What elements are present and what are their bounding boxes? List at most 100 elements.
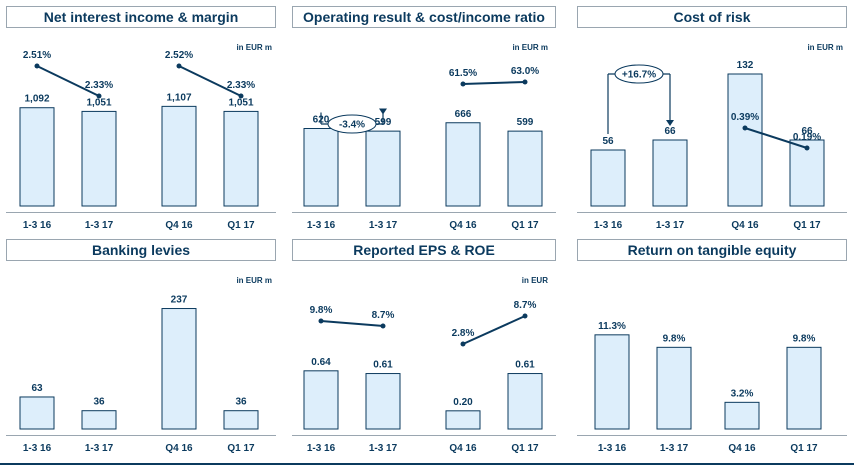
tick-label: 1-3 16: [23, 443, 52, 454]
bar: [303, 370, 339, 430]
tick-label: Q4 16: [165, 220, 193, 231]
series-label: 2.33%: [227, 80, 255, 91]
data-label: 666: [455, 109, 472, 120]
series-point: [96, 93, 102, 99]
panel-operating-result: Operating result & cost/income ratio in …: [292, 6, 556, 231]
data-label: 237: [171, 295, 188, 306]
bottom-rule: [0, 463, 854, 465]
series-label: 2.8%: [452, 328, 475, 339]
callout-arrow: [666, 120, 674, 126]
data-label: 11.3%: [598, 321, 626, 332]
data-label: 66: [801, 126, 813, 137]
callout-arrow: [379, 108, 387, 115]
panel-reported-eps: Reported EPS & ROE in EUR 0.64 1-3 16 0.61…: [292, 239, 556, 463]
bar: [161, 105, 197, 207]
bar: [19, 396, 55, 430]
chart-cost-of-risk: 56 1-3 16 66 1-3 17 +16.7% 132 Q4 16 66 Q1 17 0.3…: [590, 60, 825, 231]
series-point: [176, 63, 182, 69]
tick-label: Q1 17: [793, 220, 821, 231]
bar: [303, 128, 339, 207]
tick-label: Q4 16: [449, 220, 477, 231]
series-label: 8.7%: [514, 300, 537, 311]
tick-label: 1-3 16: [23, 220, 52, 231]
tick-label: 1-3 17: [85, 220, 114, 231]
tick-label: Q1 17: [790, 443, 818, 454]
bar: [19, 107, 55, 207]
bar: [81, 110, 117, 207]
bar: [445, 410, 481, 430]
change-bubble: [327, 114, 377, 134]
bar: [365, 130, 401, 207]
series-point: [460, 81, 466, 87]
chart-net-interest-income: 1,092 1-3 16 1,051 1-3 17 2.51% 2.33% 1,107 Q4 …: [19, 50, 259, 231]
data-label: 132: [737, 60, 754, 71]
tick-label: 1-3 17: [85, 443, 114, 454]
data-label: 1,107: [166, 92, 191, 103]
data-label: 0.61: [515, 360, 535, 371]
series-label: 61.5%: [449, 68, 477, 79]
series-line: [462, 81, 526, 85]
tick-label: 1-3 16: [307, 220, 336, 231]
data-label: 36: [93, 397, 105, 408]
data-label: 66: [664, 126, 676, 137]
tick-label: 1-3 17: [369, 443, 398, 454]
panel-title: Reported EPS & ROE: [292, 239, 556, 261]
series-label: 8.7%: [372, 310, 395, 321]
tick-label: Q1 17: [227, 443, 255, 454]
series-label: 9.8%: [310, 305, 333, 316]
panel-title: Return on tangible equity: [577, 239, 847, 261]
tick-label: Q4 16: [728, 443, 756, 454]
series-label: 2.51%: [23, 50, 51, 61]
tick-label: Q1 17: [227, 220, 255, 231]
chart-baseline: [577, 435, 847, 436]
series-point: [238, 93, 244, 99]
data-label: 63: [31, 383, 43, 394]
series-point: [34, 63, 40, 69]
chart-baseline: [6, 212, 276, 213]
series-point: [522, 79, 528, 85]
bar: [724, 401, 760, 430]
chart-banking-levies: 63 1-3 16 36 1-3 17 237 Q4 16 36 Q1 17: [19, 295, 259, 454]
data-label: 9.8%: [793, 333, 816, 344]
panel-cost-of-risk: Cost of risk in EUR m 56 1-3 16 66 1-3 17 +1…: [577, 6, 847, 231]
panel-banking-levies: Banking levies in EUR m 63 1-3 16 36 1-3 17…: [6, 239, 276, 463]
tick-label: 1-3 16: [307, 443, 336, 454]
series-point: [460, 341, 466, 347]
data-label: 3.2%: [731, 388, 754, 399]
tick-label: 1-3 17: [656, 220, 685, 231]
series-label: 2.52%: [165, 50, 193, 61]
tick-label: 1-3 16: [598, 443, 627, 454]
unit-label: in EUR: [521, 276, 548, 285]
bar: [445, 122, 481, 207]
panel-title: Banking levies: [6, 239, 276, 261]
data-label: 1,092: [24, 94, 49, 105]
panel-net-interest-income: Net interest income & margin in EUR m 1,…: [6, 6, 276, 231]
chart-baseline: [292, 212, 556, 213]
data-label: 0.61: [373, 360, 393, 371]
unit-label: in EUR m: [236, 276, 272, 285]
chart-reported-eps: 0.64 1-3 16 0.61 1-3 17 9.8% 8.7% 0.20 Q4 16 0.6…: [303, 300, 543, 454]
bar: [656, 346, 692, 430]
unit-label: in EUR m: [236, 43, 272, 52]
bar: [507, 373, 543, 430]
data-label: 1,051: [228, 97, 253, 108]
chart-baseline: [292, 435, 556, 436]
bar: [161, 308, 197, 430]
tick-label: 1-3 17: [660, 443, 689, 454]
tick-label: Q1 17: [511, 220, 539, 231]
series-line: [178, 65, 242, 97]
tick-label: 1-3 16: [594, 220, 623, 231]
series-point: [804, 145, 810, 151]
data-label: 0.20: [453, 397, 473, 408]
bar: [507, 130, 543, 207]
series-point: [742, 125, 748, 131]
data-label: 599: [517, 117, 534, 128]
chart-baseline: [577, 212, 847, 213]
data-label: 1,051: [86, 97, 111, 108]
bar: [652, 139, 688, 207]
series-label: 2.33%: [85, 80, 113, 91]
series-line: [320, 320, 384, 327]
series-point: [318, 318, 324, 324]
change-bubble: [614, 64, 664, 84]
